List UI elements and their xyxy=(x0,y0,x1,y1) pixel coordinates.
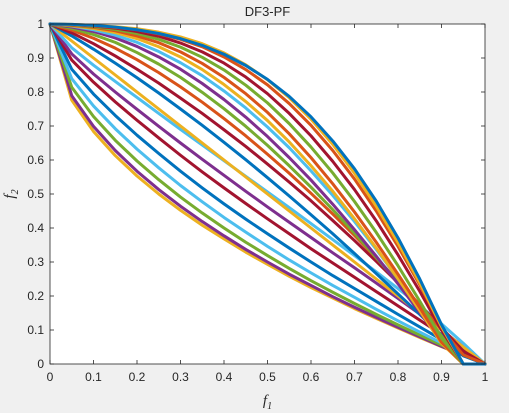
x-tick-label: 0 xyxy=(47,370,54,384)
x-tick-label: 0.5 xyxy=(259,370,276,384)
chart-title: DF3-PF xyxy=(245,4,291,19)
series-line-17 xyxy=(48,22,487,366)
y-tick-label: 0.5 xyxy=(27,187,44,201)
series-line-2 xyxy=(48,22,487,366)
y-tick-label: 1 xyxy=(37,17,44,31)
x-tick-label: 0.9 xyxy=(433,370,450,384)
y-tick-label: 0.2 xyxy=(27,289,44,303)
series-line-18 xyxy=(48,22,487,366)
x-tick-label: 0.6 xyxy=(303,370,320,384)
y-axis-title: f2 xyxy=(2,189,21,198)
y-tick-label: 0.4 xyxy=(27,221,44,235)
x-tick-label: 0.7 xyxy=(346,370,363,384)
y-tick-label: 0.3 xyxy=(27,255,44,269)
ticks-layer: 0 0.1 0.2 0.3 0.4 0.5 0.6 0.7 0.8 0.9 1 0 0.1 0.2 0.3 0… xyxy=(27,17,488,384)
series-layer xyxy=(48,22,487,366)
series-line-22 xyxy=(48,22,487,366)
y-tick-label: 0.9 xyxy=(27,51,44,65)
x-tick-label: 0.8 xyxy=(390,370,407,384)
x-axis-title: f1 xyxy=(263,393,272,412)
x-axis-title-subscript: 1 xyxy=(267,401,272,412)
x-tick-label: 0.3 xyxy=(172,370,189,384)
y-tick-label: 0.6 xyxy=(27,153,44,167)
series-line-6 xyxy=(48,22,487,366)
series-line-5 xyxy=(48,22,487,366)
y-axis-title-base: f xyxy=(2,193,18,199)
y-axis-title-subscript: 2 xyxy=(10,189,21,194)
series-line-14 xyxy=(48,22,487,366)
x-tick-label: 0.2 xyxy=(129,370,146,384)
y-tick-label: 0.8 xyxy=(27,85,44,99)
series-line-16 xyxy=(48,22,487,366)
y-tick-label: 0 xyxy=(37,357,44,371)
x-tick-label: 1 xyxy=(482,370,489,384)
y-tick-label: 0.7 xyxy=(27,119,44,133)
series-line-4 xyxy=(48,22,487,366)
series-line-10 xyxy=(48,22,487,366)
x-axis-title-base: f xyxy=(263,393,269,409)
x-tick-label: 0.1 xyxy=(85,370,102,384)
y-tick-label: 0.1 xyxy=(27,323,44,337)
series-line-3 xyxy=(48,22,487,366)
x-tick-label: 0.4 xyxy=(216,370,233,384)
